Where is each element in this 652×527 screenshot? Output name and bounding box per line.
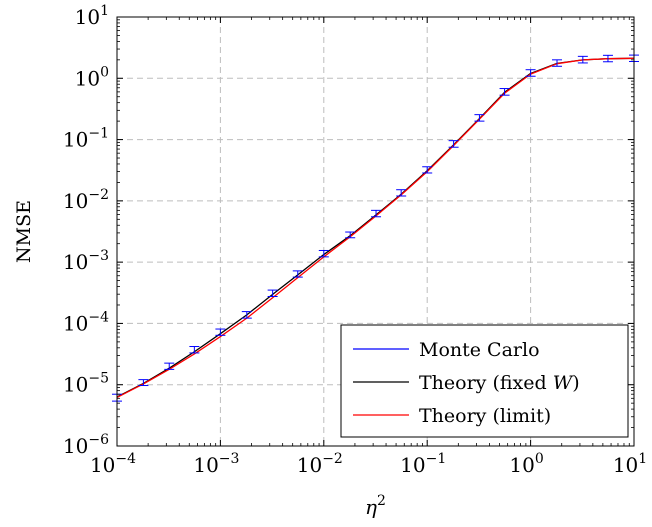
x-tick-label: 100 — [509, 451, 543, 477]
x-tick-label: 10−1 — [400, 451, 446, 477]
x-tick-label: 10−2 — [297, 451, 343, 477]
x-axis-label: η2 — [365, 493, 386, 519]
y-tick-label: 100 — [75, 64, 109, 90]
x-tick-label: 10−3 — [193, 451, 239, 477]
y-tick-label: 10−1 — [63, 126, 109, 152]
x-axis-label-sup: 2 — [377, 493, 386, 509]
x-axis-label-base: η — [365, 495, 377, 519]
y-tick-label: 10−5 — [63, 371, 109, 397]
y-tick-label: 10−2 — [63, 187, 109, 213]
y-tick-label: 10−3 — [63, 248, 109, 274]
x-tick-label: 10−4 — [90, 451, 136, 477]
legend-entry-label: Theory (fixed W) — [419, 372, 580, 394]
legend-entry-label: Theory (limit) — [419, 405, 551, 427]
y-axis-label: NMSE — [13, 200, 35, 263]
y-tick-label: 10−4 — [63, 309, 109, 335]
legend: Monte Carlo Theory (fixed W) Theory (limit… — [341, 325, 628, 437]
x-tick-label: 101 — [613, 451, 647, 477]
legend-entry-label: Monte Carlo — [419, 339, 540, 361]
y-tick-label: 101 — [75, 3, 109, 29]
